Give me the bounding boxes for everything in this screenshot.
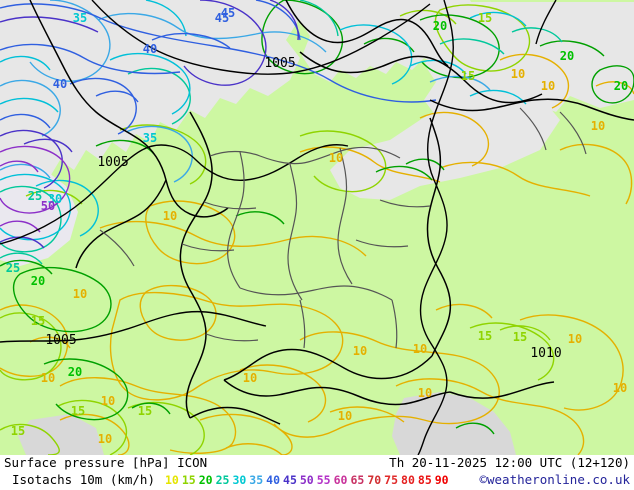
isotach-scale-step: 50: [299, 473, 314, 487]
isotach-50-contour: [0, 145, 71, 233]
isotach-label: 10: [163, 209, 177, 223]
isotach-label: 10: [101, 394, 115, 408]
isotach-color-scale: 10 15 20 25 30 35 40 45 50 55 60 65 70 75 80 85 90: [165, 473, 452, 487]
state-borders: [99, 107, 587, 349]
isobar-label-group: 1005 1005 1005 1010: [45, 56, 561, 361]
footer-legend: Surface pressure [hPa] ICON Th 20-11-202…: [0, 455, 634, 490]
isotach-scale-step: 10: [165, 473, 179, 487]
isotach-label: 10: [73, 287, 87, 301]
isotach-label: 15: [11, 424, 25, 438]
isotach-20-contour: [0, 0, 634, 435]
isotach-scale-step: 20: [198, 473, 213, 487]
isotach-scale-step: 30: [232, 473, 247, 487]
isotach-label: 10: [568, 332, 582, 346]
isotach-scale-step: 35: [249, 473, 264, 487]
isotach-label: 25: [6, 261, 20, 275]
isotach-label: 15: [513, 330, 527, 344]
isotach-label: 20: [614, 79, 628, 93]
isotach-scale-step: 55: [316, 473, 331, 487]
isotach-label: 45: [215, 11, 229, 25]
isotach-label: 40: [53, 77, 67, 91]
isotach-scale-step: 75: [384, 473, 399, 487]
sea-north-east: [424, 2, 634, 126]
isotach-scale-step: 15: [181, 473, 196, 487]
weather-map[interactable]: 1005 1005 1005 1010 45 35 40 40 45 35 25 30 50 25…: [0, 0, 634, 455]
isotach-scale-step: 60: [333, 473, 348, 487]
isotach-10-contour: [0, 53, 634, 455]
isotach-label: 10: [353, 344, 367, 358]
isotach-label: 20: [68, 365, 82, 379]
isotach-label: 10: [243, 371, 257, 385]
isotach-45-contour: [0, 0, 299, 249]
isobar-label: 1010: [530, 346, 561, 361]
isotach-label: 15: [138, 404, 152, 418]
isotach-label: 45: [221, 6, 235, 20]
isotach-label: 15: [478, 11, 492, 25]
isotach-label: 10: [418, 386, 432, 400]
run-timestamp: Th 20-11-2025 12:00 UTC (12+120): [389, 455, 630, 470]
country-borders: [75, 111, 555, 425]
isotach-label: 30: [48, 192, 62, 206]
isotach-label: 20: [31, 274, 45, 288]
isotach-label: 50: [41, 199, 55, 213]
isotach-scale-step: 40: [266, 473, 281, 487]
isotach-label: 10: [413, 342, 427, 356]
isotach-scale-step: 70: [367, 473, 382, 487]
isotach-label: 10: [329, 151, 343, 165]
isotach-label: 10: [98, 432, 112, 446]
product-title: Surface pressure [hPa] ICON: [4, 455, 208, 470]
isotach-scale-step: 80: [401, 473, 415, 487]
isotach-label: 25: [28, 189, 42, 203]
isotach-label: 10: [591, 119, 605, 133]
isotach-label: 15: [461, 69, 475, 83]
isotach-label: 40: [143, 42, 157, 56]
isotach-label: 10: [541, 79, 555, 93]
isotach-label: 15: [31, 314, 45, 328]
sea-mid-east: [330, 96, 560, 200]
isotach-label: 10: [338, 409, 352, 423]
isotach-scale-step: 65: [350, 473, 365, 487]
isotach-label: 10: [511, 67, 525, 81]
isotach-scale-step: 45: [283, 473, 297, 487]
isotach-contours: [0, 0, 634, 455]
isotach-scale-step: 85: [417, 473, 432, 487]
isotach-scale-step: 90: [434, 473, 449, 487]
isotach-25-contour: [0, 0, 563, 265]
isobar-label: 1005: [97, 155, 128, 170]
isotach-scale-step: 25: [215, 473, 230, 487]
isotach-label: 10: [613, 381, 627, 395]
isotach-label: 15: [71, 404, 85, 418]
copyright-label: ©weatheronline.co.uk: [479, 472, 630, 487]
isobar-lines: [0, 0, 557, 455]
isotach-label: 10: [41, 371, 55, 385]
isotach-legend-label: Isotachs 10m (km/h): [12, 472, 155, 487]
isotach-40-contour: [0, 0, 437, 135]
isotach-label: 35: [73, 11, 87, 25]
isobar-label: 1005: [45, 333, 76, 348]
coastlines: [29, 0, 634, 218]
isotach-label: 20: [560, 49, 574, 63]
alps-shading-west: [18, 414, 104, 455]
footer-row-secondary: Isotachs 10m (km/h) 10 15 20 25 30 35 40 45 50 55…: [0, 472, 634, 489]
isotach-label: 20: [433, 19, 447, 33]
isotach-label: 15: [478, 329, 492, 343]
footer-row-primary: Surface pressure [hPa] ICON Th 20-11-202…: [0, 455, 634, 472]
isobar-label: 1005: [264, 56, 295, 71]
isotach-label: 35: [143, 131, 157, 145]
sea-north-west: [0, 0, 300, 200]
